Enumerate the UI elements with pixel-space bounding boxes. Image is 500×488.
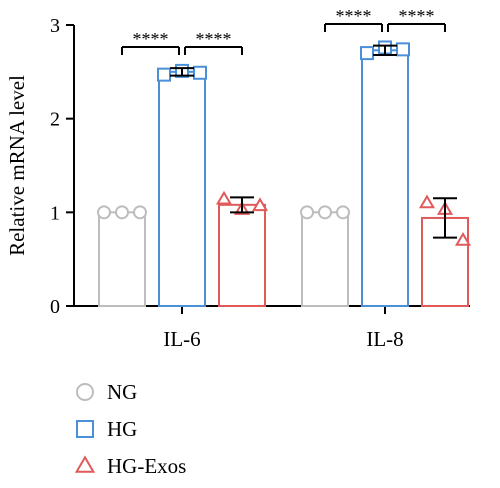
axes: 0 1 2 3 Relative mRNA level IL-6 IL-8 — [5, 15, 470, 351]
bars — [98, 49, 469, 308]
data-point — [115, 205, 129, 220]
bar — [98, 211, 146, 307]
significance-label: **** — [399, 6, 435, 26]
significance-label: **** — [133, 29, 169, 49]
bar — [301, 211, 349, 307]
y-tick-label: 1 — [50, 202, 60, 224]
legend: NG HG HG-Exos — [74, 380, 186, 478]
data-point — [133, 205, 147, 220]
data-point — [336, 205, 350, 220]
legend-label: HG — [107, 417, 137, 441]
data-point — [454, 231, 472, 246]
significance-label: **** — [336, 6, 372, 26]
legend-marker — [76, 420, 94, 438]
y-axis-label: Relative mRNA level — [5, 75, 29, 256]
data-point — [193, 65, 207, 80]
x-tick-label: IL-6 — [163, 327, 200, 351]
y-tick-label: 3 — [50, 15, 60, 37]
legend-marker — [76, 383, 94, 401]
data-point — [215, 190, 233, 205]
legend-label: HG-Exos — [107, 454, 186, 478]
bar — [158, 70, 206, 308]
data-point — [318, 205, 332, 220]
data-point — [251, 197, 269, 212]
significance-label: **** — [196, 29, 232, 49]
data-point — [360, 46, 374, 61]
data-point — [418, 194, 436, 209]
x-tick-label: IL-8 — [366, 327, 403, 351]
data-point — [396, 42, 410, 57]
y-tick-label: 2 — [50, 109, 60, 131]
data-point — [97, 205, 111, 220]
significance-brackets: **** **** **** **** — [121, 6, 446, 55]
bar — [218, 203, 266, 307]
legend-label: NG — [107, 380, 137, 404]
data-points — [97, 40, 472, 246]
data-point — [300, 205, 314, 220]
data-point — [157, 67, 171, 82]
bar — [361, 49, 409, 308]
error-bars — [170, 44, 457, 239]
y-tick-label: 0 — [50, 296, 60, 318]
legend-marker — [74, 455, 96, 473]
